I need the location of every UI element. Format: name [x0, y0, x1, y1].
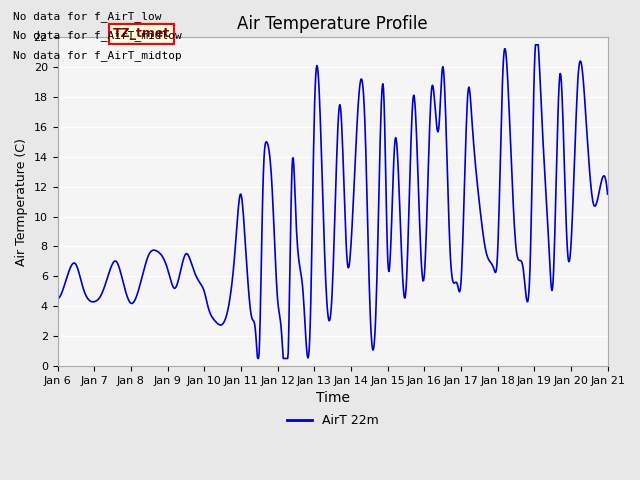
Title: Air Temperature Profile: Air Temperature Profile — [237, 15, 428, 33]
Text: No data for f_AirT_midtop: No data for f_AirT_midtop — [13, 49, 182, 60]
X-axis label: Time: Time — [316, 391, 349, 405]
Y-axis label: Air Termperature (C): Air Termperature (C) — [15, 138, 28, 265]
Legend: AirT 22m: AirT 22m — [282, 409, 383, 432]
Text: No data for f_AirT_midlow: No data for f_AirT_midlow — [13, 30, 182, 41]
Text: TZ_tmet: TZ_tmet — [113, 27, 170, 40]
Text: No data for f_AirT_low: No data for f_AirT_low — [13, 11, 161, 22]
